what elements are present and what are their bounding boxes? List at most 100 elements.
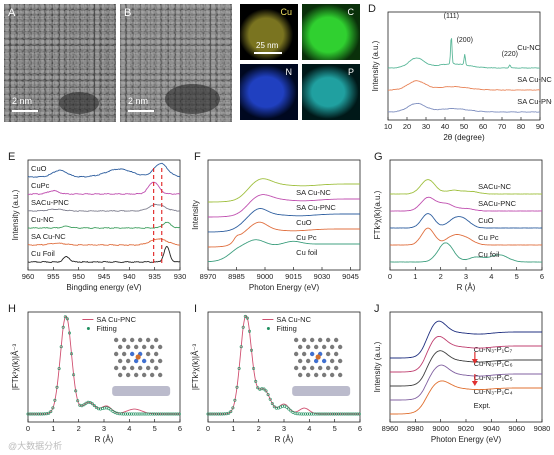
atom <box>329 372 335 378</box>
series-line-4 <box>208 221 360 248</box>
atom <box>317 365 323 371</box>
fit-point <box>38 412 42 416</box>
plot-frame <box>389 311 543 423</box>
x-tick-label: 3 <box>464 272 468 281</box>
stem-image-a: A 2 nm <box>4 4 116 122</box>
fit-point <box>51 406 55 410</box>
series-line-3 <box>387 102 541 113</box>
atom <box>133 372 139 378</box>
atom <box>153 351 159 357</box>
atom <box>313 358 319 364</box>
x-tick-label: 8960 <box>382 424 399 433</box>
scale-bar <box>254 52 282 54</box>
x-tick-label: 4 <box>307 424 311 433</box>
atom <box>301 337 307 343</box>
fit-point <box>214 412 218 416</box>
x-tick-label: 5 <box>515 272 519 281</box>
series-label: Cu-NC <box>517 43 541 52</box>
legend-entry: Fitting <box>276 324 296 333</box>
exafs-fit-nc-chart: 0 1 2 3 4 5 6 R (Å) |FTk³χ(k)|Å⁻³ I SA Cu-NCFittin… <box>191 303 362 444</box>
fit-point <box>256 386 260 390</box>
x-tick-label: 60 <box>479 122 487 131</box>
fit-point <box>90 402 94 406</box>
fit-point <box>171 412 175 416</box>
series-line-2 <box>390 335 542 373</box>
series-line-5 <box>390 380 542 415</box>
fit-point <box>345 412 349 416</box>
series-label: CuO <box>31 164 47 173</box>
exafs-fit-pnc-chart: 0 1 2 3 4 5 6 R (Å) |FTk³χ(k)|Å⁻³ H SA Cu-PNCFitti… <box>8 303 182 444</box>
atom <box>325 365 331 371</box>
atom <box>317 337 323 343</box>
atom <box>333 351 339 357</box>
fit-point <box>32 412 36 416</box>
atom <box>293 365 299 371</box>
fit-point <box>72 373 76 377</box>
series-label: CuO <box>478 216 494 225</box>
panel-label-a: A <box>8 7 16 19</box>
series-line-3 <box>390 213 543 229</box>
x-tick-label: 930 <box>174 272 187 281</box>
x-axis-label: Bingding energy (eV) <box>66 283 141 292</box>
x-tick-label: 20 <box>403 122 411 131</box>
x-tick-label: 9000 <box>432 424 449 433</box>
series-label: Cu-N₃-P₁C₅ <box>474 373 513 382</box>
atom <box>113 337 119 343</box>
series-line-5 <box>27 238 181 246</box>
arrow-icon <box>471 381 478 386</box>
fit-point <box>28 412 32 416</box>
fit-point <box>268 397 272 401</box>
fit-point <box>285 405 289 409</box>
y-axis-label: Intensity (a.u.) <box>11 189 20 240</box>
series-line-1 <box>389 179 543 195</box>
x-axis-label: Photon Energy (eV) <box>431 435 502 444</box>
atom-slab <box>292 386 351 396</box>
fit-point <box>335 412 339 416</box>
series-label: SACu-NC <box>478 182 512 191</box>
scale-bar-label: 2 nm <box>12 96 33 106</box>
fit-point <box>173 412 177 416</box>
fit-point <box>306 412 310 416</box>
series-line-2 <box>28 181 181 195</box>
atom <box>325 351 331 357</box>
fit-point <box>287 407 291 411</box>
fit-point <box>53 398 57 402</box>
x-tick-label: 9030 <box>314 272 331 281</box>
fit-point <box>150 412 154 416</box>
fit-point <box>332 412 336 416</box>
x-tick-label: 0 <box>26 424 30 433</box>
atom <box>113 351 119 357</box>
legend-entry: SA Cu-PNC <box>96 315 136 324</box>
fit-point <box>36 412 40 416</box>
exafs-chart: 0 1 2 3 4 5 6 R (Å) FTk³χ(k)(a.u.) G SACu-NC SACu-P… <box>373 151 544 292</box>
x-tick-label: 5 <box>333 424 337 433</box>
fit-point <box>339 412 343 416</box>
fit-point <box>231 406 235 410</box>
x-tick-label: 6 <box>540 272 544 281</box>
panel-label-e: E <box>8 151 15 163</box>
fit-point <box>76 399 80 403</box>
fit-point <box>357 412 361 416</box>
fit-point <box>210 412 214 416</box>
fit-point <box>320 412 324 416</box>
x-tick-label: 4 <box>489 272 493 281</box>
series-label: CuPc <box>31 181 50 190</box>
fit-point <box>88 401 92 405</box>
fit-point <box>47 411 51 415</box>
atom <box>301 365 307 371</box>
fit-point <box>349 412 353 416</box>
series-label: SA Cu-PNC <box>517 97 552 106</box>
atom <box>137 365 143 371</box>
fit-point <box>347 412 351 416</box>
x-axis-label: R (Å) <box>95 435 114 444</box>
series-line-1 <box>387 38 541 69</box>
series-label: SA Cu-PNC <box>296 203 336 212</box>
x-tick-label: 9020 <box>458 424 475 433</box>
series-line-1 <box>208 178 360 203</box>
x-tick-label: 9045 <box>342 272 359 281</box>
series-label: Cu Foil <box>31 249 55 258</box>
panel-label-b: B <box>124 7 132 19</box>
fit-point <box>237 367 241 371</box>
x-tick-label: 1 <box>413 272 417 281</box>
series-label: Cu-NC <box>31 215 55 224</box>
